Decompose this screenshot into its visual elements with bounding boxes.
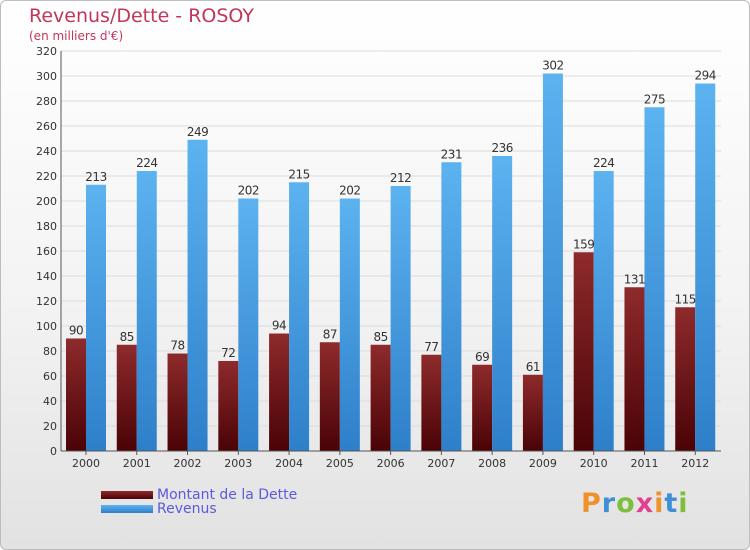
legend-swatch-revenue — [101, 505, 153, 513]
data-label-revenue-2005: 202 — [339, 184, 360, 198]
data-label-revenue-2006: 212 — [390, 171, 411, 185]
data-label-debt-2004: 94 — [272, 319, 286, 333]
y-tick-label: 180 — [36, 220, 57, 233]
x-tick-label: 2002 — [174, 457, 202, 470]
bar-debt-2006 — [370, 344, 391, 451]
bar-revenue-2002 — [187, 139, 208, 451]
data-label-revenue-2008: 236 — [491, 141, 512, 155]
y-tick-label: 60 — [43, 370, 57, 383]
data-label-revenue-2004: 215 — [288, 167, 309, 181]
legend-label-revenue: Revenus — [157, 501, 217, 517]
bar-debt-2001 — [116, 344, 137, 451]
chart-subtitle: (en milliers d'€) — [29, 29, 124, 43]
y-tick-label: 120 — [36, 295, 57, 308]
data-label-debt-2011: 131 — [624, 272, 645, 286]
y-tick-label: 0 — [50, 445, 57, 458]
data-label-debt-2012: 115 — [675, 292, 696, 306]
bar-debt-2003 — [218, 361, 239, 451]
x-tick-label: 2004 — [275, 457, 303, 470]
y-tick-label: 280 — [36, 95, 57, 108]
legend-item-debt: Montant de la Dette — [101, 487, 297, 503]
x-tick-label: 2005 — [326, 457, 354, 470]
data-label-debt-2010: 159 — [573, 237, 594, 251]
y-tick-label: 240 — [36, 145, 57, 158]
x-tick-label: 2007 — [427, 457, 455, 470]
bar-debt-2008 — [472, 364, 493, 451]
data-label-revenue-2010: 224 — [593, 156, 614, 170]
x-tick-label: 2003 — [224, 457, 252, 470]
x-tick-label: 2012 — [681, 457, 709, 470]
data-label-revenue-2011: 275 — [644, 92, 665, 106]
bar-revenue-2000 — [86, 184, 106, 451]
data-label-revenue-2007: 231 — [441, 147, 462, 161]
bar-debt-2005 — [319, 342, 340, 451]
bar-revenue-2001 — [136, 171, 157, 451]
data-label-revenue-2009: 302 — [542, 59, 563, 73]
x-tick-label: 2010 — [580, 457, 608, 470]
data-label-revenue-2003: 202 — [238, 184, 259, 198]
x-tick-label: 2000 — [72, 457, 100, 470]
x-tick-label: 2009 — [529, 457, 557, 470]
data-label-debt-2000: 90 — [69, 324, 83, 338]
bar-debt-2000 — [66, 338, 86, 451]
y-tick-label: 160 — [36, 245, 57, 258]
data-label-debt-2001: 85 — [120, 330, 134, 344]
bar-debt-2007 — [421, 354, 442, 451]
bar-revenue-2007 — [441, 162, 462, 451]
legend-label-debt: Montant de la Dette — [157, 487, 298, 503]
bar-revenue-2011 — [644, 107, 665, 451]
legend-swatch-debt — [101, 491, 153, 499]
data-label-debt-2005: 87 — [323, 327, 337, 341]
x-tick-label: 2006 — [377, 457, 405, 470]
y-tick-label: 260 — [36, 120, 57, 133]
bar-debt-2011 — [624, 287, 645, 451]
data-label-debt-2007: 77 — [424, 340, 438, 354]
data-label-debt-2008: 69 — [475, 350, 489, 364]
data-label-debt-2003: 72 — [221, 346, 235, 360]
data-label-revenue-2012: 294 — [695, 69, 716, 83]
data-label-revenue-2001: 224 — [136, 156, 157, 170]
proxiti-logo: Proxiti — [581, 488, 689, 519]
bars — [66, 73, 716, 451]
data-label-revenue-2000: 213 — [85, 170, 106, 184]
bar-revenue-2006 — [390, 186, 411, 451]
y-tick-label: 220 — [36, 170, 57, 183]
bar-debt-2012 — [675, 307, 696, 451]
chart-title: Revenus/Dette - ROSOY — [29, 5, 254, 27]
y-tick-label: 80 — [43, 345, 57, 358]
axes: 0 20 40 60 80 100 120 140 160 180 200 220 240 260 280 3… — [36, 45, 721, 470]
data-label-debt-2009: 61 — [526, 360, 540, 374]
bar-revenue-2010 — [593, 171, 614, 451]
data-labels: 90 213 85 224 78 249 72 202 94 215 87 202 85 212 77 231… — [69, 59, 717, 374]
bar-debt-2002 — [167, 353, 188, 451]
y-tick-label: 200 — [36, 195, 57, 208]
y-tick-label: 320 — [36, 45, 57, 58]
bar-revenue-2009 — [542, 73, 563, 451]
x-tick-label: 2011 — [630, 457, 658, 470]
y-tick-label: 140 — [36, 270, 57, 283]
data-label-revenue-2002: 249 — [187, 125, 208, 139]
legend-item-revenue: Revenus — [101, 501, 217, 517]
data-label-debt-2006: 85 — [373, 330, 387, 344]
x-tick-label: 2008 — [478, 457, 506, 470]
bar-debt-2004 — [269, 333, 290, 451]
bar-revenue-2008 — [492, 156, 513, 451]
x-tick-label: 2001 — [123, 457, 151, 470]
data-label-debt-2002: 78 — [170, 339, 184, 353]
bar-revenue-2003 — [238, 198, 259, 451]
bar-debt-2010 — [573, 252, 594, 451]
bar-revenue-2012 — [695, 83, 716, 451]
y-tick-label: 100 — [36, 320, 57, 333]
bar-revenue-2005 — [339, 198, 360, 451]
bar-revenue-2004 — [289, 182, 310, 451]
bar-debt-2009 — [522, 374, 543, 451]
y-tick-label: 20 — [43, 420, 57, 433]
y-tick-label: 300 — [36, 70, 57, 83]
y-tick-label: 40 — [43, 395, 57, 408]
